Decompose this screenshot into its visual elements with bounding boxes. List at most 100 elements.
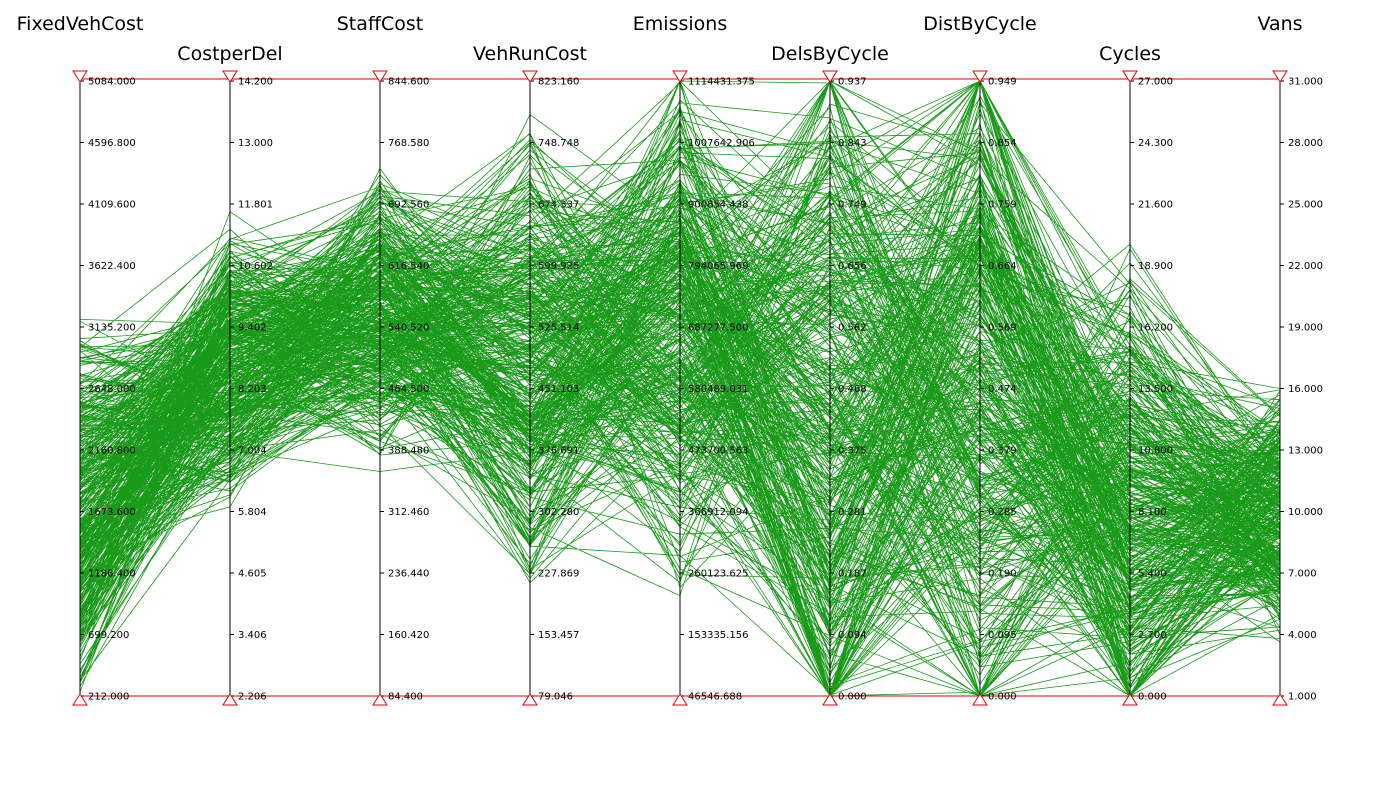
axis-vans: Vans 1.000 4.000 7.000 10.000 13.000 16.000 19.…	[1257, 13, 1323, 706]
tick-label: 0.379	[988, 446, 1017, 457]
axis-title: Emissions	[633, 13, 727, 35]
tick-label: 4109.600	[88, 200, 136, 211]
tick-label: 19.000	[1288, 323, 1323, 334]
axis-emissions: Emissions 46546.688 153335.156 260123.625 36…	[633, 13, 755, 706]
upper-filter-handle[interactable]	[1272, 70, 1288, 83]
axis-costperdel: CostperDel 2.206 3.406 4.605 5.804 7.004 8.203…	[177, 43, 283, 706]
tick-label: 212.000	[88, 692, 129, 703]
tick-label: 2.206	[238, 692, 267, 703]
tick-label: 473700.563	[688, 446, 748, 457]
tick-label: 153.457	[538, 630, 579, 641]
tick-label: 21.600	[1138, 200, 1173, 211]
tick-label: 14.200	[238, 77, 273, 88]
upper-filter-handle[interactable]	[972, 70, 988, 83]
lower-filter-handle[interactable]	[1272, 693, 1288, 706]
lower-filter-handle[interactable]	[822, 693, 838, 706]
upper-filter-handle[interactable]	[822, 70, 838, 83]
tick-label: 4.000	[1288, 630, 1317, 641]
tick-label: 2160.800	[88, 446, 136, 457]
tick-label: 79.046	[538, 692, 573, 703]
upper-filter-handle[interactable]	[222, 70, 238, 83]
tick-label: 0.949	[988, 77, 1017, 88]
axis-delsbycycle: DelsByCycle 0.000 0.094 0.187 0.281 0.375 0.46…	[771, 43, 889, 706]
tick-label: 5.400	[1138, 569, 1167, 580]
tick-label: 794065.969	[688, 261, 748, 272]
tick-label: 25.000	[1288, 200, 1323, 211]
axis-cycles: Cycles 0.000 2.700 5.400 8.100 10.800 13.500 16…	[1099, 43, 1173, 706]
tick-label: 366912.094	[688, 507, 748, 518]
tick-label: 0.843	[838, 138, 867, 149]
lower-filter-handle[interactable]	[522, 693, 538, 706]
tick-label: 4596.800	[88, 138, 136, 149]
tick-label: 0.281	[838, 507, 867, 518]
tick-label: 768.580	[388, 138, 429, 149]
tick-label: 1673.600	[88, 507, 136, 518]
tick-label: 388.480	[388, 446, 429, 457]
lower-filter-handle[interactable]	[972, 693, 988, 706]
upper-filter-handle[interactable]	[1122, 70, 1138, 83]
tick-label: 3135.200	[88, 323, 136, 334]
tick-label: 699.200	[88, 630, 129, 641]
tick-label: 16.000	[1288, 384, 1323, 395]
tick-label: 1007642.906	[688, 138, 755, 149]
axis-fixedvehcost: FixedVehCost 212.000 699.200 1186.400 1673.6…	[17, 13, 144, 706]
upper-filter-handle[interactable]	[522, 70, 538, 83]
lower-filter-handle[interactable]	[72, 693, 88, 706]
tick-label: 0.285	[988, 507, 1017, 518]
tick-label: 900854.438	[688, 200, 748, 211]
tick-label: 8.100	[1138, 507, 1167, 518]
tick-label: 236.440	[388, 569, 429, 580]
axis-title: Cycles	[1099, 43, 1161, 65]
tick-label: 451.103	[538, 384, 579, 395]
tick-label: 312.460	[388, 507, 429, 518]
tick-label: 0.094	[838, 630, 867, 641]
tick-label: 0.095	[988, 630, 1017, 641]
tick-label: 153335.156	[688, 630, 748, 641]
axis-title: DistByCycle	[923, 13, 1036, 35]
tick-label: 160.420	[388, 630, 429, 641]
tick-label: 10.602	[238, 261, 273, 272]
lower-filter-handle[interactable]	[372, 693, 388, 706]
axes: FixedVehCost 212.000 699.200 1186.400 1673.6…	[17, 13, 1323, 706]
axis-title: DelsByCycle	[771, 43, 889, 65]
axis-title: FixedVehCost	[17, 13, 144, 35]
upper-filter-handle[interactable]	[672, 70, 688, 83]
tick-label: 27.000	[1138, 77, 1173, 88]
tick-label: 0.854	[988, 138, 1017, 149]
tick-label: 46546.688	[688, 692, 742, 703]
tick-label: 13.000	[238, 138, 273, 149]
tick-label: 31.000	[1288, 77, 1323, 88]
tick-label: 3.406	[238, 630, 267, 641]
tick-label: 2.700	[1138, 630, 1167, 641]
tick-label: 227.869	[538, 569, 579, 580]
tick-label: 0.562	[838, 323, 867, 334]
axis-staffcost: StaffCost 84.400 160.420 236.440 312.460 388.…	[337, 13, 429, 706]
tick-label: 0.468	[838, 384, 867, 395]
tick-label: 0.000	[988, 692, 1017, 703]
tick-label: 18.900	[1138, 261, 1173, 272]
tick-label: 10.000	[1288, 507, 1323, 518]
axis-distbycycle: DistByCycle 0.000 0.095 0.190 0.285 0.379 0.47…	[923, 13, 1037, 706]
tick-label: 0.000	[838, 692, 867, 703]
lower-filter-handle[interactable]	[672, 693, 688, 706]
tick-label: 525.514	[538, 323, 579, 334]
tick-label: 84.400	[388, 692, 423, 703]
tick-label: 1186.400	[88, 569, 136, 580]
tick-label: 11.801	[238, 200, 273, 211]
tick-label: 16.200	[1138, 323, 1173, 334]
lower-filter-handle[interactable]	[222, 693, 238, 706]
tick-label: 5.804	[238, 507, 267, 518]
tick-label: 0.759	[988, 200, 1017, 211]
tick-label: 0.664	[988, 261, 1017, 272]
tick-label: 540.520	[388, 323, 429, 334]
upper-filter-handle[interactable]	[72, 70, 88, 83]
lower-filter-handle[interactable]	[1122, 693, 1138, 706]
upper-filter-handle[interactable]	[372, 70, 388, 83]
axis-title: VehRunCost	[473, 43, 587, 65]
tick-label: 0.000	[1138, 692, 1167, 703]
tick-label: 5084.000	[88, 77, 136, 88]
tick-label: 13.000	[1288, 446, 1323, 457]
tick-label: 2648.000	[88, 384, 136, 395]
tick-label: 1.000	[1288, 692, 1317, 703]
